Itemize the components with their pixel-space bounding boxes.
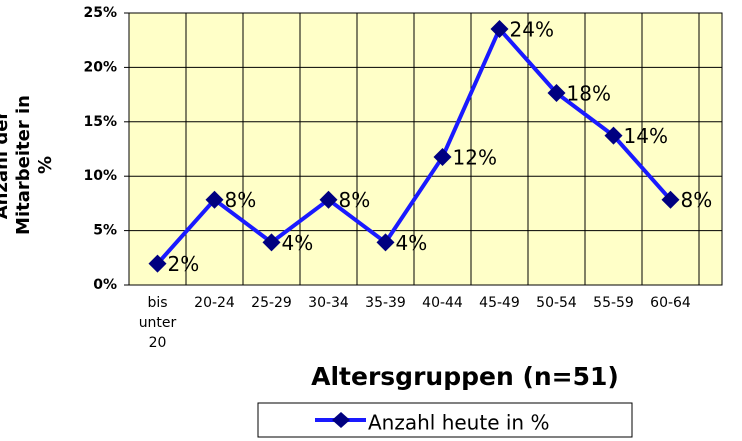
y-axis-title: Anzahl der Mitarbeiter in % (0, 95, 56, 235)
marker (148, 254, 167, 273)
data-label: 24% (510, 17, 554, 41)
x-axis-title: Altersgruppen (n=51) (311, 362, 619, 391)
data-label: 8% (681, 188, 713, 212)
y-tick-label: 10% (83, 168, 117, 184)
data-label: 14% (624, 124, 668, 148)
data-label: 12% (453, 146, 497, 170)
data-label: 4% (396, 231, 428, 255)
x-tick-label: bis unter 20 (138, 295, 177, 351)
x-tick-label: 40-44 (422, 295, 463, 311)
marker (262, 233, 281, 252)
x-tick-label: 50-54 (536, 295, 577, 311)
marker (604, 126, 623, 145)
x-tick-label: 45-49 (479, 295, 520, 311)
data-label: 4% (282, 231, 314, 255)
marker (547, 83, 566, 102)
marker (376, 233, 395, 252)
data-label: 18% (567, 81, 611, 105)
x-tick-label: 35-39 (365, 295, 406, 311)
x-tick-label: 30-34 (308, 295, 349, 311)
x-tick-label: 25-29 (251, 295, 292, 311)
y-tick-label: 0% (93, 277, 117, 293)
x-tick-label: 55-59 (593, 295, 634, 311)
y-tick-label: 5% (93, 223, 117, 239)
marker (490, 19, 509, 38)
marker (661, 190, 680, 209)
marker (433, 148, 452, 167)
x-tick-label: 60-64 (650, 295, 691, 311)
data-label: 2% (168, 252, 200, 276)
y-tick-label: 20% (83, 59, 117, 75)
x-tick-label: 20-24 (194, 295, 235, 311)
data-label: 8% (225, 188, 257, 212)
legend-marker (332, 412, 350, 428)
marker (205, 190, 224, 209)
y-tick-label: 15% (83, 114, 117, 130)
plot-border (128, 12, 723, 286)
line-series (156, 25, 672, 266)
legend-label: Anzahl heute in % (368, 411, 549, 435)
data-label: 8% (339, 188, 371, 212)
marker (319, 190, 338, 209)
y-tick-label: 25% (83, 5, 117, 21)
